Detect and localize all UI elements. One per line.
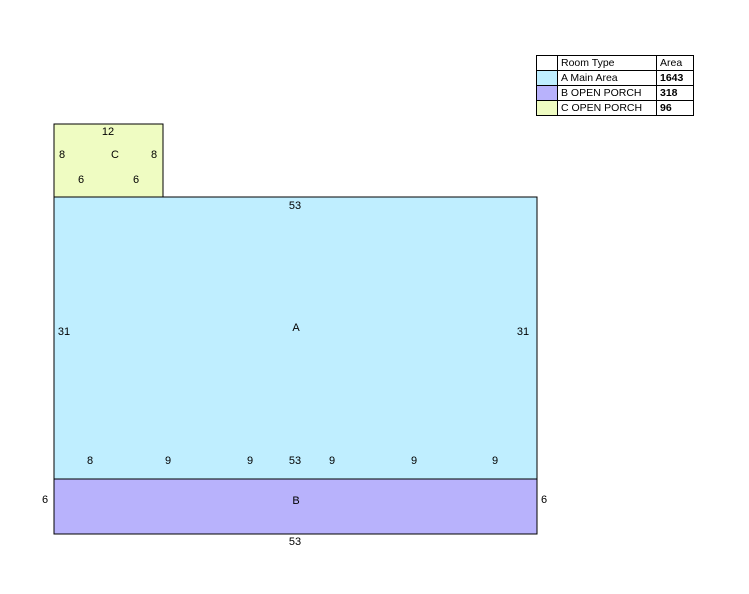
room-b bbox=[53, 478, 538, 535]
room-label: B bbox=[292, 495, 299, 507]
dimension: 53 bbox=[289, 536, 301, 548]
header: Area bbox=[660, 57, 682, 69]
swatch bbox=[537, 71, 557, 85]
room-type: C OPEN PORCH bbox=[561, 102, 642, 114]
dimension: 31 bbox=[517, 326, 529, 338]
area: 1643 bbox=[660, 72, 684, 84]
dimension: 9 bbox=[329, 455, 335, 467]
area: 96 bbox=[660, 102, 672, 114]
legend: Room Type Area A Main Area 1643 B OPEN P… bbox=[536, 55, 694, 116]
dimension: 6 bbox=[42, 494, 48, 506]
dimension: 8 bbox=[59, 149, 65, 161]
room-type: A Main Area bbox=[561, 72, 618, 84]
dimension: 6 bbox=[78, 174, 84, 186]
room-a bbox=[53, 196, 538, 480]
room-label: C bbox=[111, 149, 119, 161]
dimension: 31 bbox=[58, 326, 70, 338]
dimension: 9 bbox=[411, 455, 417, 467]
room-label: A bbox=[292, 322, 300, 334]
dimension: 9 bbox=[492, 455, 498, 467]
room-type: B OPEN PORCH bbox=[561, 87, 642, 99]
dimension: 8 bbox=[87, 455, 93, 467]
dimension: 9 bbox=[247, 455, 253, 467]
swatch bbox=[537, 86, 557, 100]
room-c bbox=[53, 123, 164, 198]
dimension: 8 bbox=[151, 149, 157, 161]
dimension: 53 bbox=[289, 455, 301, 467]
area: 318 bbox=[660, 87, 678, 99]
dimension: 53 bbox=[289, 200, 301, 212]
swatch bbox=[537, 101, 557, 115]
dimension: 9 bbox=[165, 455, 171, 467]
header: Room Type bbox=[561, 57, 615, 69]
dimension: 12 bbox=[102, 126, 114, 138]
dimension: 6 bbox=[133, 174, 139, 186]
dimension: 6 bbox=[541, 494, 547, 506]
